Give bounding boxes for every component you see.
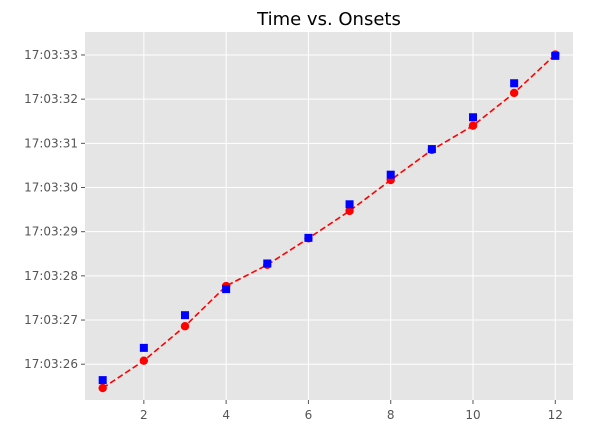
y-tick-label: 17:03:27 xyxy=(24,313,78,327)
data-point xyxy=(139,343,148,352)
x-tick-label: 4 xyxy=(222,408,230,422)
series-2 xyxy=(98,51,560,385)
data-point xyxy=(551,51,560,60)
data-point xyxy=(139,356,149,365)
data-point xyxy=(345,206,354,216)
y-tick-label: 17:03:33 xyxy=(24,48,78,62)
grid-layer xyxy=(85,32,573,400)
data-point xyxy=(427,145,436,154)
data-point xyxy=(304,233,313,242)
x-tick-label: 8 xyxy=(387,408,395,422)
y-tick-label: 17:03:31 xyxy=(24,136,78,150)
x-tick-label: 10 xyxy=(465,408,480,422)
data-point xyxy=(509,88,519,98)
y-tick-label: 17:03:29 xyxy=(24,225,78,239)
y-tick-label: 17:03:32 xyxy=(24,92,78,106)
data-point xyxy=(98,376,107,385)
y-tick-label: 17:03:28 xyxy=(24,269,78,283)
series-layer xyxy=(98,50,560,393)
axis-layer: 2 4 6 8 10 12 17:03:26 17:03:27 17:03:28 17:03:29… xyxy=(24,48,563,422)
data-point xyxy=(469,113,478,122)
series-line xyxy=(102,53,556,389)
data-point xyxy=(180,311,189,320)
data-point xyxy=(510,79,519,88)
x-tick-label: 12 xyxy=(548,408,563,422)
data-point xyxy=(222,285,231,294)
x-tick-label: 2 xyxy=(140,408,148,422)
data-point xyxy=(263,259,272,268)
x-tick-label: 6 xyxy=(305,408,313,422)
data-point xyxy=(468,121,478,130)
data-point xyxy=(386,170,395,179)
data-point xyxy=(98,383,107,393)
plot-area xyxy=(85,32,573,400)
y-tick-label: 17:03:26 xyxy=(24,357,78,371)
data-point xyxy=(345,200,354,209)
y-tick-label: 17:03:30 xyxy=(24,181,78,195)
chart-title: Time vs. Onsets xyxy=(256,9,401,30)
data-point xyxy=(180,322,190,331)
